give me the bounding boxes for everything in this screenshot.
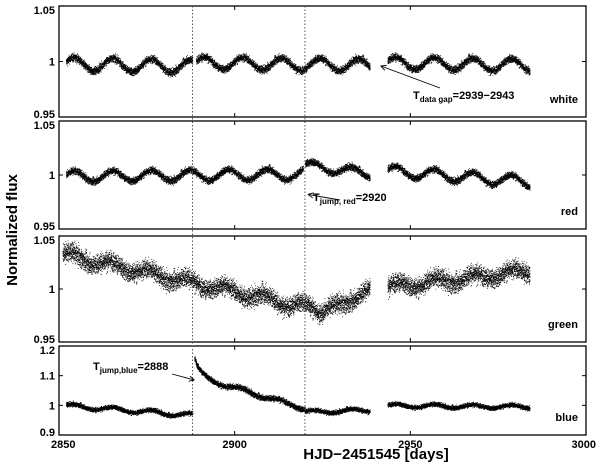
x-tick-label: 2950 <box>398 439 422 451</box>
panel-label-red: red <box>561 206 578 218</box>
y-tick-label: 1 <box>49 57 55 69</box>
series-red-1 <box>66 164 304 186</box>
y-tick-label: 1 <box>49 400 55 412</box>
annotation-label: Tjump, red=2920 <box>313 192 387 206</box>
y-tick-label: 0.95 <box>34 221 55 233</box>
annotation-arrow <box>171 373 195 381</box>
series-white-3 <box>387 52 531 76</box>
y-axis-title: Normalized flux <box>4 173 21 285</box>
annotation-arrowhead <box>188 375 195 382</box>
series-blue-2 <box>194 355 306 413</box>
panel-label-green: green <box>548 319 578 331</box>
annotation-arrowhead <box>380 64 387 71</box>
y-tick-label: 1.05 <box>34 120 55 132</box>
series-red-3 <box>387 162 531 191</box>
y-tick-label: 1 <box>49 284 55 296</box>
y-tick-label: 1.05 <box>34 5 55 17</box>
panel-red: 0.95 1 1.05 red <box>34 120 587 233</box>
x-tick-label: 3000 <box>572 439 596 451</box>
y-tick-label: 1 <box>49 170 55 182</box>
epoch-markers <box>192 6 306 435</box>
panel-frame-blue <box>58 345 587 436</box>
panel-green: 0.95 1 1.05 green <box>34 235 587 346</box>
series-green-3 <box>387 256 531 300</box>
data-points-blue <box>66 355 531 419</box>
annotation-label: Tdata gap=2939−2943 <box>413 90 514 104</box>
x-axis-title: HJD−2451545 [days] <box>303 446 449 463</box>
y-tick-label: 0.9 <box>40 427 55 439</box>
panel-blue: 0.9 1 1.1 1.2 blue <box>40 345 587 439</box>
annotations: Tdata gap=2939−2943 Tjump, red=2920 Tjump,… <box>93 64 514 382</box>
series-white-2 <box>196 52 371 76</box>
panels: 0.95 1 1.05 white 0.95 1 1.05 red 0.95 1 1.05 green… <box>34 5 596 451</box>
series-white-1 <box>66 52 194 78</box>
series-blue-4 <box>387 401 531 412</box>
annotation-arrow <box>307 193 341 201</box>
series-blue-1 <box>66 400 194 419</box>
data-points-white <box>66 52 531 78</box>
annotation-label: Tjump,blue=2888 <box>93 361 168 375</box>
series-green-1 <box>62 240 324 326</box>
y-tick-label: 1.05 <box>34 235 55 247</box>
panel-label-blue: blue <box>555 412 578 424</box>
data-points-green <box>62 240 531 326</box>
y-tick-label: 1.2 <box>40 345 55 357</box>
panel-white: 0.95 1 1.05 white <box>34 5 587 121</box>
annotation-arrowhead <box>307 192 314 199</box>
series-red-2 <box>304 157 371 182</box>
data-points-red <box>66 157 531 191</box>
series-blue-3 <box>304 405 371 417</box>
x-tick-label: 2850 <box>51 439 75 451</box>
y-tick-label: 1.1 <box>40 371 55 383</box>
annotation-arrow <box>380 65 441 89</box>
y-tick-label: 0.95 <box>34 334 55 346</box>
series-green-2 <box>322 277 371 322</box>
panel-frame-green <box>58 235 587 343</box>
x-tick-label: 2900 <box>222 439 246 451</box>
panel-label-white: white <box>549 94 578 106</box>
y-tick-label: 0.95 <box>34 109 55 121</box>
